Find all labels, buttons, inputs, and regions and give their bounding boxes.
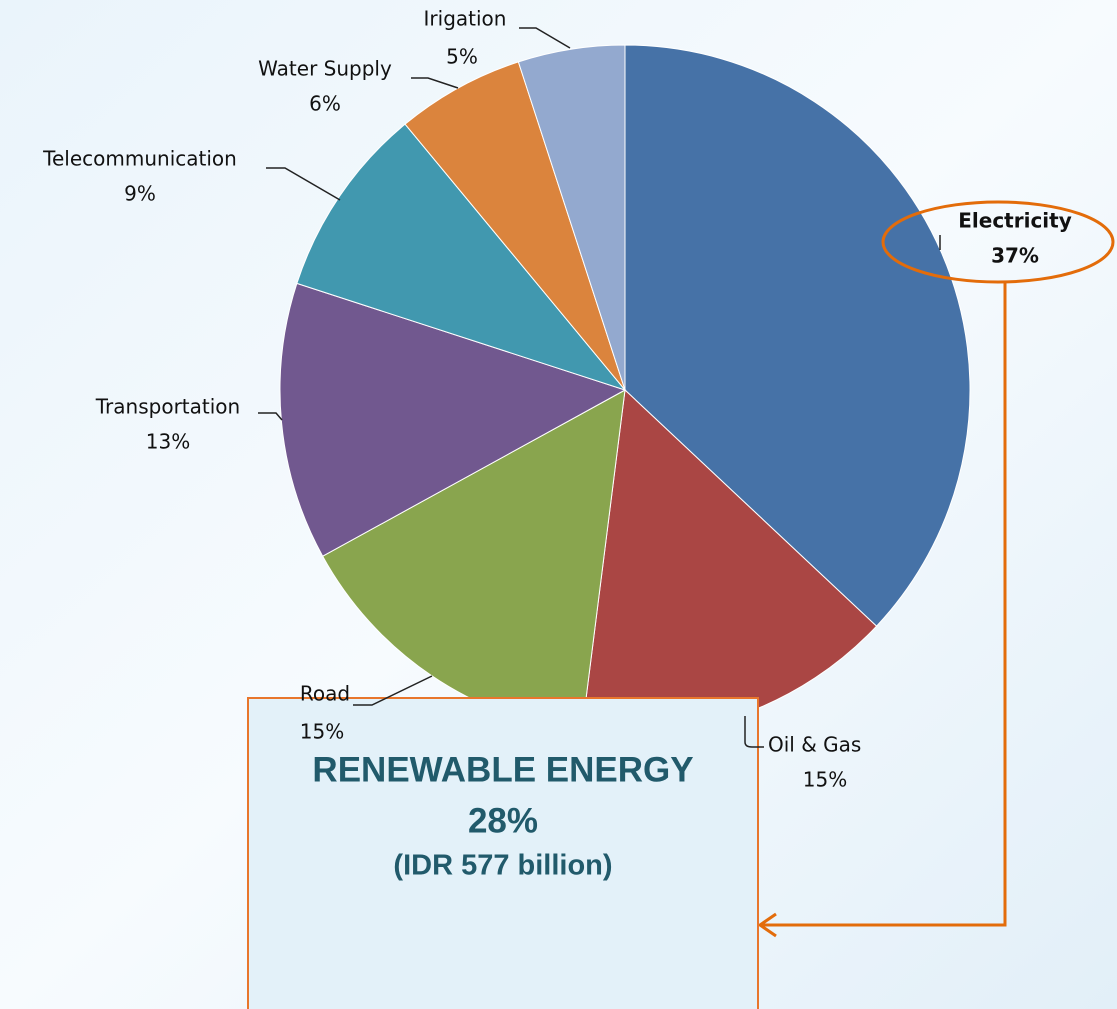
slice-value-label: 13%	[146, 430, 190, 454]
slice-label: Oil & Gas	[768, 733, 861, 757]
slice-value-label: 5%	[446, 45, 478, 69]
highlight-ellipse	[881, 200, 1115, 284]
annotation-share: 28%	[468, 801, 538, 840]
leader-line	[744, 716, 764, 748]
slice-label: Water Supply	[258, 57, 392, 81]
slice-value-label: 15%	[300, 720, 344, 744]
slice-value-label: 15%	[803, 768, 847, 792]
leader-line	[266, 167, 341, 201]
slice-value-label: 6%	[309, 92, 341, 116]
pie-slice	[404, 61, 626, 391]
slice-label: Irigation	[424, 7, 507, 31]
slice-value-label: 9%	[124, 182, 156, 206]
pie	[279, 44, 971, 736]
annotation-amount: (IDR 577 billion)	[393, 850, 612, 882]
annotation-box	[247, 697, 759, 1009]
slice-label: Road	[300, 682, 350, 706]
arrow-line	[762, 282, 1007, 927]
pie-slice	[296, 123, 627, 392]
pie-slice	[624, 44, 971, 627]
leader-line	[353, 675, 433, 706]
leader-line	[258, 412, 283, 421]
slice-label: Telecommunication	[42, 147, 237, 171]
arrow-head	[757, 912, 777, 938]
leader-line	[411, 77, 459, 89]
leader-line	[519, 27, 571, 49]
pie-slice	[517, 44, 626, 391]
pie-slice	[279, 282, 627, 557]
slice-label: Electricity	[958, 209, 1072, 233]
annotation-title: RENEWABLE ENERGY	[312, 750, 693, 789]
slice-value-label: 37%	[991, 244, 1039, 268]
slice-label: Transportation	[95, 395, 240, 419]
